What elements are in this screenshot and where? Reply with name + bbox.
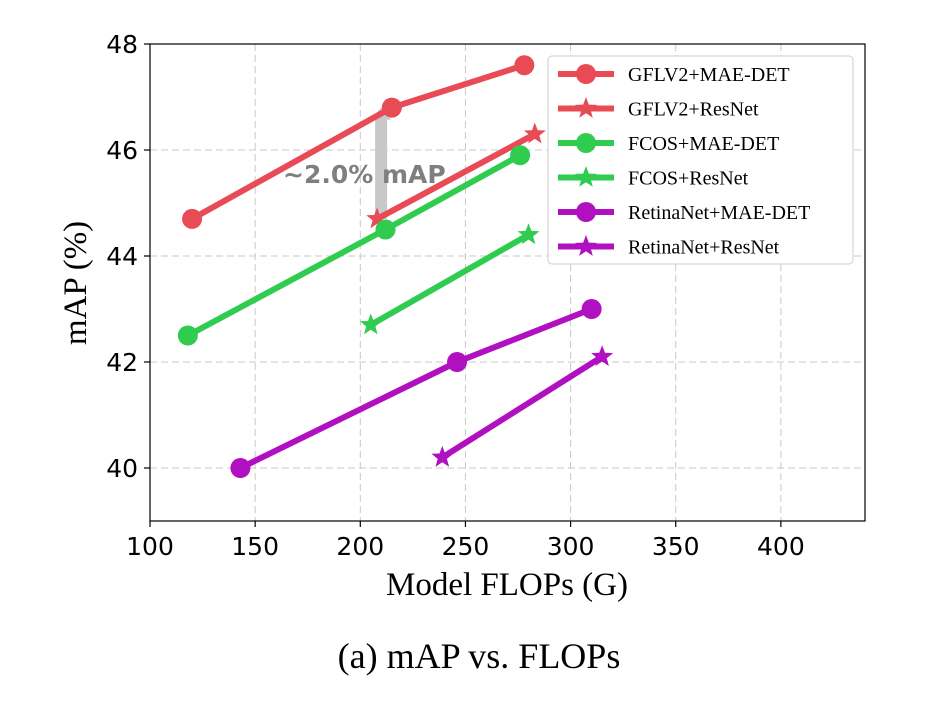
data-point <box>182 208 203 229</box>
series-FCOS+ResNet <box>359 223 540 335</box>
data-point <box>510 145 531 166</box>
y-tick-label: 40 <box>106 454 138 483</box>
legend-box <box>547 55 854 265</box>
legend-marker <box>575 235 597 256</box>
series-RetinaNet+MAE-DET <box>230 299 602 478</box>
plot-frame <box>149 43 866 522</box>
data-point <box>447 352 468 372</box>
legend-label: GFLV2+MAE-DET <box>628 64 790 86</box>
annotation-arrow <box>371 107 392 219</box>
series-line <box>374 131 538 222</box>
series <box>177 55 614 478</box>
y-axis-title: mAP (%) <box>58 221 94 345</box>
legend-item: GFLV2+MAE-DET <box>558 64 790 86</box>
data-point <box>431 445 454 467</box>
data-point <box>591 345 614 366</box>
annotation: ~2.0% mAP <box>283 107 446 219</box>
data-point <box>381 97 402 118</box>
x-tick-label: 200 <box>336 532 384 561</box>
data-point <box>517 223 540 245</box>
data-point <box>514 55 535 76</box>
data-point <box>177 325 198 346</box>
data-point <box>359 313 382 335</box>
legend-label: RetinaNet+MAE-DET <box>628 202 810 224</box>
legend-marker <box>576 202 596 222</box>
legend-item: GFLV2+ResNet <box>558 97 759 121</box>
x-tick-label: 400 <box>757 532 805 561</box>
series-GFLV2+ResNet <box>366 122 546 229</box>
legend-item: FCOS+ResNet <box>558 166 749 190</box>
legend-item: FCOS+MAE-DET <box>558 133 779 155</box>
legend-marker <box>576 133 596 153</box>
legend-label: FCOS+ResNet <box>628 168 749 190</box>
data-point <box>366 207 389 229</box>
x-tick-label: 300 <box>547 532 595 561</box>
x-tick-label: 350 <box>652 532 700 561</box>
y-tick-label: 44 <box>106 242 138 271</box>
y-tick-label: 48 <box>106 30 138 59</box>
series-line <box>367 231 532 328</box>
legend-marker <box>575 97 597 118</box>
data-point <box>230 458 251 478</box>
x-axis-title: Model FLOPs (G) <box>386 567 628 603</box>
figure-caption: (a) mAP vs. FLOPs <box>338 636 621 676</box>
axis-ticks: 100 150 200 250 300 350 400 40 42 44 46 48 <box>106 30 805 561</box>
series-line <box>439 353 606 461</box>
legend-label: RetinaNet+ResNet <box>628 237 780 259</box>
series-GFLV2+MAE-DET <box>182 55 535 229</box>
legend-label: GFLV2+ResNet <box>628 99 759 121</box>
x-tick-label: 100 <box>126 532 174 561</box>
data-point <box>581 299 602 319</box>
series-line <box>189 62 528 222</box>
legend: GFLV2+MAE-DET GFLV2+ResNet FCOS+MAE-DET FCO… <box>547 55 854 265</box>
series-line <box>237 306 595 471</box>
series-RetinaNet+ResNet <box>431 345 614 467</box>
data-point <box>523 122 546 144</box>
x-tick-label: 150 <box>231 532 279 561</box>
annotation-text: ~2.0% mAP <box>283 160 446 189</box>
y-tick-label: 42 <box>106 348 138 377</box>
x-tick-label: 250 <box>442 532 490 561</box>
legend-marker <box>575 166 597 187</box>
series-FCOS+MAE-DET <box>177 145 531 346</box>
y-tick-label: 46 <box>106 136 138 165</box>
legend-marker <box>576 64 596 84</box>
legend-item: RetinaNet+MAE-DET <box>558 202 810 224</box>
legend-label: FCOS+MAE-DET <box>628 133 779 155</box>
legend-item: RetinaNet+ResNet <box>558 235 780 259</box>
data-point <box>375 219 396 240</box>
